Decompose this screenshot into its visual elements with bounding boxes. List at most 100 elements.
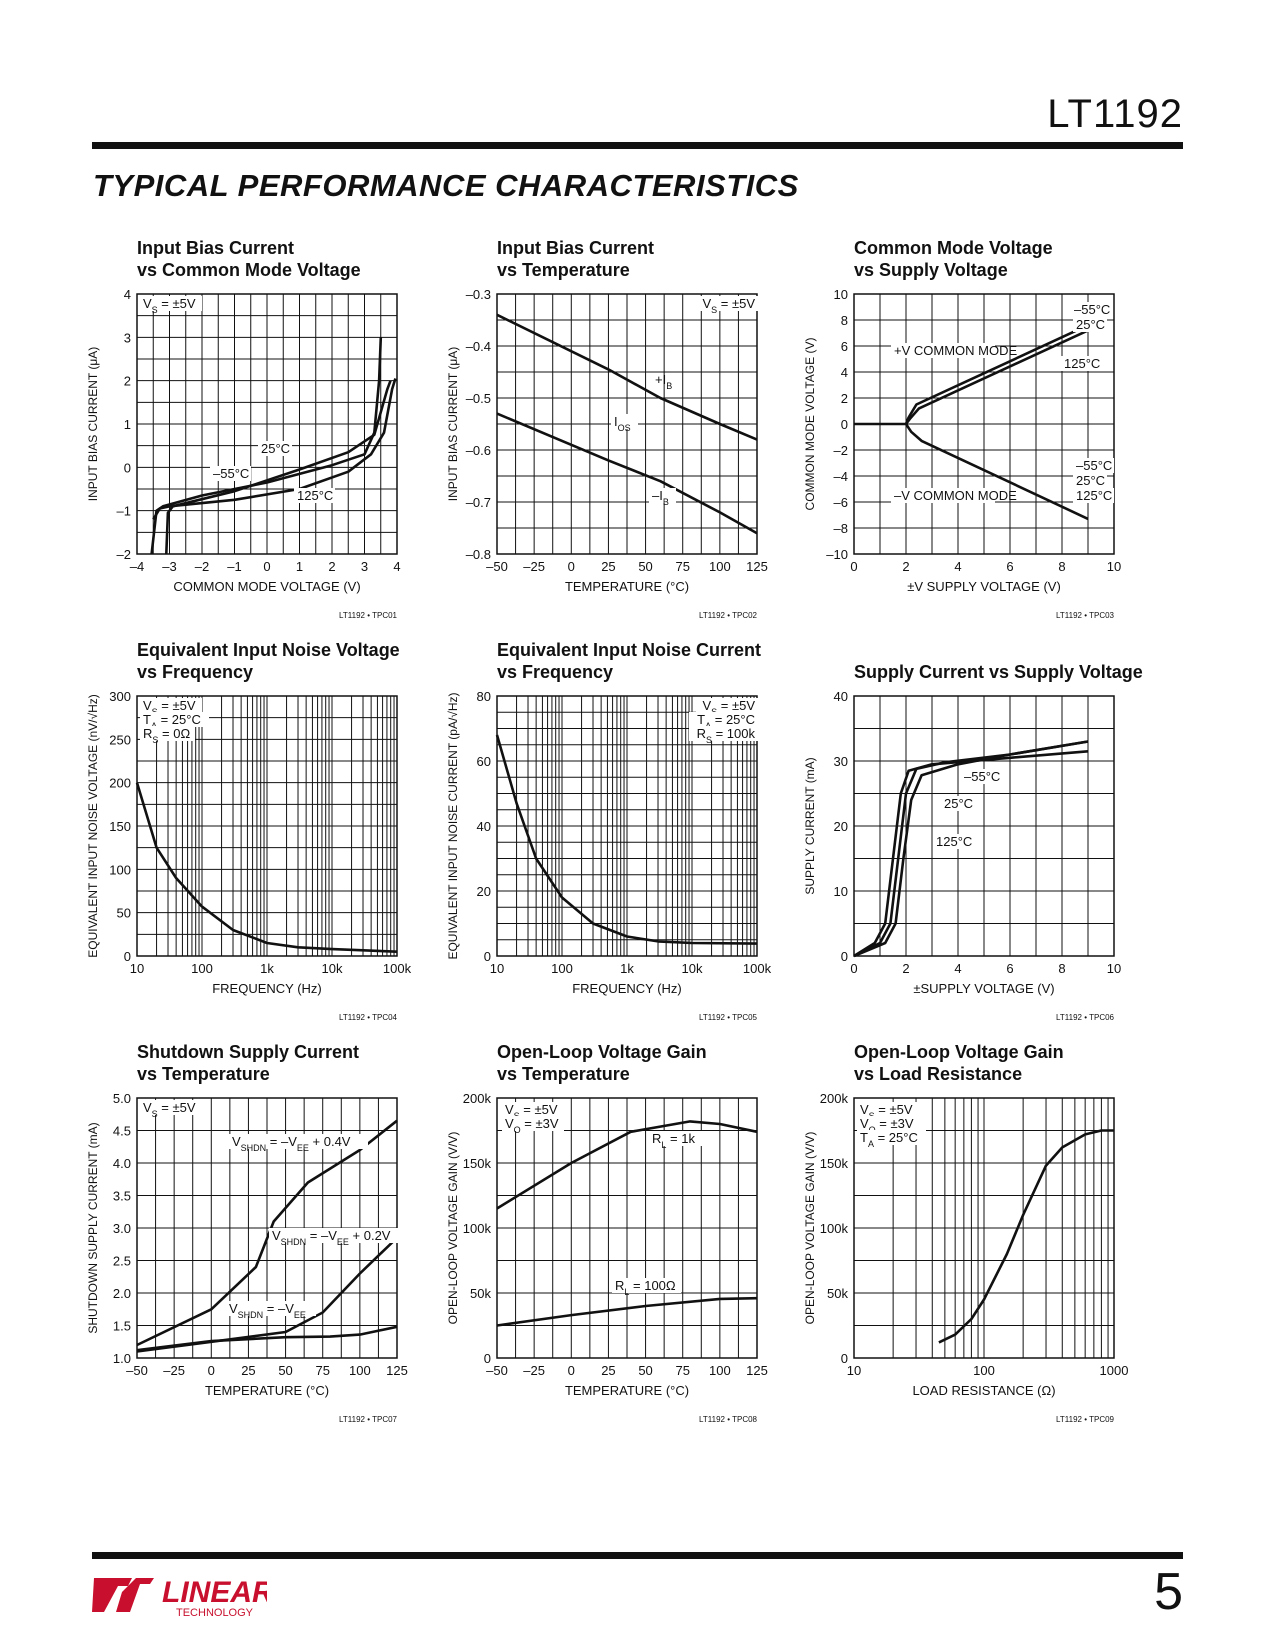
x-tick-label: –50	[126, 1363, 148, 1378]
series-line	[904, 423, 1089, 521]
y-tick-label: 200k	[820, 1091, 849, 1106]
y-tick-label: 2	[124, 374, 131, 389]
x-tick-label: 1	[296, 559, 303, 574]
x-tick-label: 0	[208, 1363, 215, 1378]
x-tick-label: 125	[386, 1363, 408, 1378]
x-tick-label: 75	[675, 559, 689, 574]
chart-title: Supply Current vs Supply Voltage	[854, 662, 1143, 682]
x-axis-label: TEMPERATURE (°C)	[205, 1383, 329, 1398]
chart-title: vs Supply Voltage	[854, 260, 1008, 280]
chart-tpc06: Supply Current vs Supply Voltage 0 2 4 6 8 10 0…	[803, 662, 1143, 1022]
x-tick-label: –25	[523, 1363, 545, 1378]
figure-code: LT1192 • TPC02	[699, 611, 757, 620]
grid	[496, 293, 758, 555]
annotation-bg	[941, 796, 975, 811]
x-tick-label: 100	[551, 961, 573, 976]
annotation-bg	[689, 726, 758, 741]
x-tick-label: 2	[902, 559, 909, 574]
annotation-bg	[294, 488, 335, 503]
annotation-bg	[140, 296, 202, 311]
series-line	[495, 734, 758, 945]
annotation-bg	[1073, 317, 1107, 332]
x-tick-label: 0	[850, 559, 857, 574]
y-tick-label: 150k	[820, 1156, 849, 1171]
y-tick-label: 40	[834, 689, 848, 704]
y-tick-label: 0	[841, 1351, 848, 1366]
x-tick-label: 3	[361, 559, 368, 574]
x-axis-label: TEMPERATURE (°C)	[565, 1383, 689, 1398]
logo-mark-icon	[92, 1578, 154, 1612]
series-line	[165, 380, 392, 555]
x-tick-label: 10	[490, 961, 504, 976]
chart-title: Input Bias Current	[497, 238, 654, 258]
annotation-bg	[140, 1100, 202, 1115]
annotation: –55°C	[213, 466, 249, 481]
annotation: +V COMMON MODE	[894, 343, 1017, 358]
y-tick-label: 150k	[463, 1156, 492, 1171]
x-tick-label: –25	[163, 1363, 185, 1378]
annotation-bg	[857, 1116, 919, 1131]
series-line	[496, 412, 758, 535]
annotation: +IB	[655, 372, 672, 391]
figure-code: LT1192 • TPC05	[699, 1013, 757, 1022]
x-tick-label: 75	[315, 1363, 329, 1378]
chart-title: vs Frequency	[137, 662, 253, 682]
chart-title: vs Temperature	[137, 1064, 270, 1084]
grid	[136, 293, 398, 555]
figure-code: LT1192 • TPC08	[699, 1415, 757, 1424]
x-axis-label: LOAD RESISTANCE (Ω)	[912, 1383, 1055, 1398]
x-tick-label: 10	[1107, 559, 1121, 574]
series-line	[496, 1120, 758, 1210]
plot-frame	[136, 695, 398, 957]
x-tick-label: 10	[847, 1363, 861, 1378]
series-line	[853, 740, 1089, 958]
section-title: TYPICAL PERFORMANCE CHARACTERISTICS	[93, 168, 799, 203]
y-tick-label: –0.3	[466, 287, 491, 302]
x-tick-label: 25	[241, 1363, 255, 1378]
x-tick-label: 100	[973, 1363, 995, 1378]
annotation: VS = ±5V	[143, 1100, 196, 1119]
y-tick-label: 200	[109, 776, 131, 791]
plot-frame	[136, 293, 398, 555]
y-tick-label: 2	[841, 391, 848, 406]
x-tick-label: 10k	[682, 961, 703, 976]
y-tick-label: 4	[124, 287, 131, 302]
x-tick-label: 50	[278, 1363, 292, 1378]
annotation-bg	[140, 698, 202, 713]
y-tick-label: 3	[124, 330, 131, 345]
grid	[496, 1097, 758, 1359]
x-tick-label: 1k	[260, 961, 274, 976]
y-tick-label: 2.0	[113, 1286, 131, 1301]
x-tick-label: 1000	[1100, 1363, 1129, 1378]
annotation-bg	[612, 1278, 681, 1293]
chart-title: Open-Loop Voltage Gain	[497, 1042, 707, 1062]
x-tick-label: 50	[638, 1363, 652, 1378]
y-tick-label: 0	[841, 417, 848, 432]
annotation: 25°C	[944, 796, 973, 811]
annotation: TA = 25°C	[860, 1130, 918, 1149]
plot-frame	[496, 1097, 758, 1359]
figure-code: LT1192 • TPC06	[1056, 1013, 1114, 1022]
y-tick-label: 8	[841, 313, 848, 328]
x-tick-label: 0	[568, 559, 575, 574]
annotation-bg	[696, 698, 758, 713]
x-tick-label: 4	[393, 559, 400, 574]
x-axis-label: ±V SUPPLY VOLTAGE (V)	[907, 579, 1061, 594]
y-axis-label: INPUT BIAS CURRENT (μA)	[86, 347, 100, 502]
y-tick-label: 3.5	[113, 1189, 131, 1204]
x-tick-label: 25	[601, 1363, 615, 1378]
annotation: 25°C	[261, 441, 290, 456]
annotation: 125°C	[297, 488, 333, 503]
y-tick-label: –2	[117, 547, 131, 562]
annotation: 125°C	[1064, 356, 1100, 371]
annotation: 125°C	[1076, 488, 1112, 503]
chart-title: Common Mode Voltage	[854, 238, 1053, 258]
y-axis-label: OPEN-LOOP VOLTAGE GAIN (V/V)	[803, 1132, 817, 1325]
x-tick-label: 100	[709, 1363, 731, 1378]
y-tick-label: –0.8	[466, 547, 491, 562]
y-tick-label: 60	[477, 754, 491, 769]
